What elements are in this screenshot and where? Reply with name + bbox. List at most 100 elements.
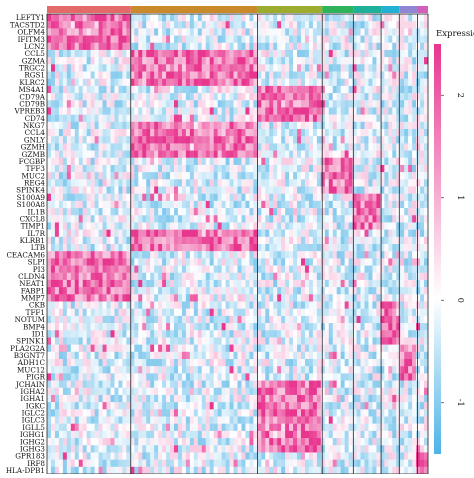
heatmap-cell <box>122 186 127 194</box>
heatmap-cell <box>404 236 409 245</box>
heatmap-cell <box>47 294 52 302</box>
heatmap-cell <box>225 308 230 317</box>
heatmap-cell <box>340 301 345 309</box>
heatmap-cell <box>181 359 187 367</box>
heatmap-cell <box>416 78 421 87</box>
heatmap-cell <box>316 337 322 345</box>
heatmap-cell <box>285 373 290 381</box>
heatmap-cell <box>50 71 56 79</box>
heatmap-cell <box>348 164 353 173</box>
heatmap-cell <box>368 129 373 137</box>
heatmap-cell <box>150 337 155 345</box>
heatmap-cell <box>229 208 234 216</box>
heatmap-cell <box>174 71 179 79</box>
heatmap-cell <box>285 193 290 202</box>
heatmap-cell <box>213 157 218 166</box>
heatmap-cell <box>54 42 60 51</box>
heatmap-cell <box>257 35 262 43</box>
heatmap-cell <box>118 272 123 281</box>
heatmap-cell <box>304 143 310 151</box>
heatmap-cell <box>134 344 139 353</box>
heatmap-cell <box>174 57 179 65</box>
heatmap-cell <box>74 251 79 259</box>
heatmap-cell <box>90 301 95 309</box>
heatmap-cell <box>420 200 425 209</box>
heatmap-cell <box>344 236 349 245</box>
heatmap-cell <box>297 172 302 180</box>
heatmap-cell <box>340 337 345 345</box>
heatmap-cell <box>332 287 337 295</box>
heatmap-cell <box>297 42 302 51</box>
heatmap-cell <box>265 164 270 173</box>
heatmap-cell <box>301 344 306 353</box>
heatmap-cell <box>189 49 195 58</box>
heatmap-cell <box>102 100 107 108</box>
heatmap-cell <box>233 215 238 223</box>
heatmap-cell <box>70 150 75 158</box>
heatmap-cell <box>384 337 389 345</box>
heatmap-cell <box>253 366 258 374</box>
heatmap-cell <box>237 229 242 238</box>
heatmap-cell <box>62 308 68 317</box>
heatmap-cell <box>54 107 60 115</box>
heatmap-cell <box>289 129 294 137</box>
heatmap-cell <box>229 78 234 87</box>
heatmap-cell <box>241 229 246 238</box>
heatmap-cell <box>289 330 294 338</box>
heatmap-cell <box>47 100 52 108</box>
heatmap-cell <box>217 200 222 209</box>
heatmap-cell <box>384 157 389 166</box>
heatmap-cell <box>384 193 389 202</box>
heatmap-cell <box>102 143 107 151</box>
heatmap-cell <box>174 222 179 230</box>
heatmap-cell <box>265 344 270 353</box>
heatmap-cell <box>344 186 349 194</box>
heatmap-cell <box>253 258 258 266</box>
heatmap-cell <box>162 236 167 245</box>
heatmap-cell <box>90 164 95 173</box>
heatmap-cell <box>265 71 270 79</box>
heatmap-cell <box>340 64 345 72</box>
heatmap-cell <box>281 301 286 309</box>
heatmap-cell <box>372 157 377 166</box>
heatmap-cell <box>114 186 119 194</box>
heatmap-cell <box>344 258 349 266</box>
heatmap-cell <box>118 373 123 381</box>
heatmap-cell <box>304 64 310 72</box>
heatmap-cell <box>304 172 310 180</box>
heatmap-cell <box>412 193 417 202</box>
heatmap-cell <box>118 344 123 353</box>
heatmap-cell <box>245 164 250 173</box>
heatmap-cell <box>174 373 179 381</box>
heatmap-cell <box>356 344 361 353</box>
heatmap-cell <box>106 272 111 281</box>
heatmap-cell <box>118 193 123 202</box>
heatmap-cell <box>404 200 409 209</box>
heatmap-cell <box>364 57 369 65</box>
heatmap-cell <box>217 294 222 302</box>
heatmap-cell <box>166 136 171 144</box>
heatmap-cell <box>90 244 95 252</box>
heatmap-cell <box>229 57 234 65</box>
heatmap-cell <box>293 150 298 158</box>
heatmap-cell <box>273 121 278 130</box>
heatmap-cell <box>170 272 175 281</box>
heatmap-cell <box>114 114 119 123</box>
heatmap-cell <box>142 107 147 115</box>
heatmap-cell <box>241 85 246 94</box>
heatmap-cell <box>249 28 254 36</box>
heatmap-cell <box>166 21 171 29</box>
heatmap-cell <box>281 359 286 367</box>
heatmap-cell <box>277 236 282 245</box>
heatmap-cell <box>189 344 195 353</box>
heatmap-cell <box>158 114 163 123</box>
heatmap-cell <box>301 71 306 79</box>
heatmap-cell <box>285 272 290 281</box>
heatmap-cell <box>368 272 373 281</box>
heatmap-cell <box>233 222 238 230</box>
heatmap-cell <box>122 64 127 72</box>
heatmap-cell <box>340 100 345 108</box>
heatmap-cell <box>158 85 163 94</box>
heatmap-cell <box>245 21 250 29</box>
heatmap-cell <box>372 121 377 130</box>
